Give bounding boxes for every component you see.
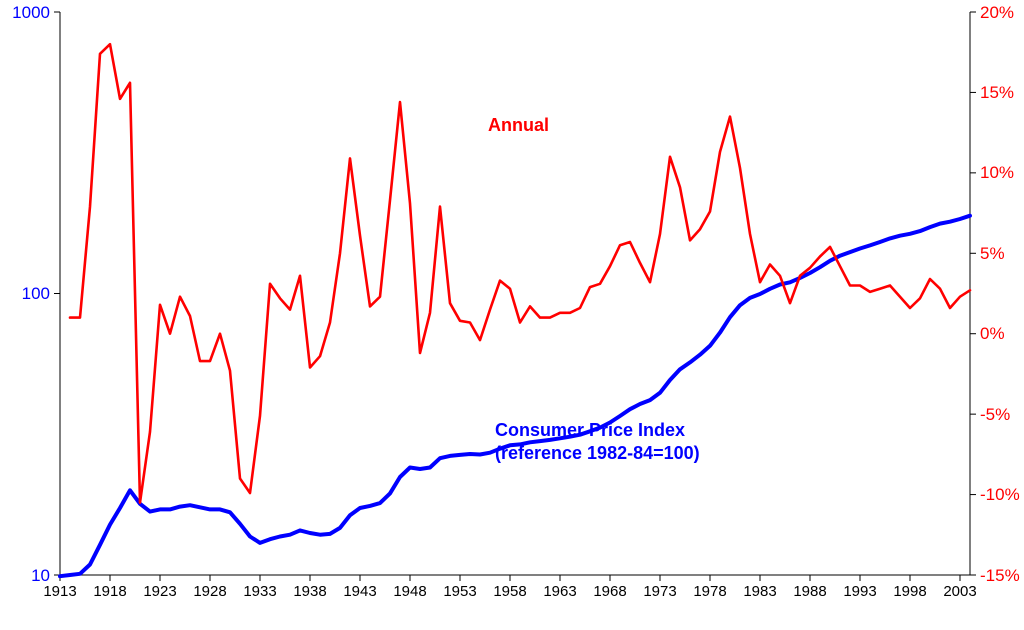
x-tick-label: 1983 bbox=[743, 583, 776, 600]
x-tick-label: 1948 bbox=[393, 583, 426, 600]
y-right-tick-label: 15% bbox=[980, 83, 1014, 103]
y-right-tick-label: -5% bbox=[980, 405, 1010, 425]
cpi-series-label-line2: (reference 1982-84=100) bbox=[495, 443, 700, 464]
y-right-tick-label: 20% bbox=[980, 3, 1014, 23]
x-tick-label: 1973 bbox=[643, 583, 676, 600]
x-tick-label: 1988 bbox=[793, 583, 826, 600]
x-tick-label: 1968 bbox=[593, 583, 626, 600]
x-tick-label: 1918 bbox=[93, 583, 126, 600]
x-tick-label: 1913 bbox=[43, 583, 76, 600]
chart-svg bbox=[0, 0, 1024, 630]
x-tick-label: 1958 bbox=[493, 583, 526, 600]
y-left-tick-label: 10 bbox=[31, 566, 50, 586]
x-tick-label: 1933 bbox=[243, 583, 276, 600]
x-tick-label: 1953 bbox=[443, 583, 476, 600]
y-right-tick-label: -10% bbox=[980, 485, 1020, 505]
cpi-annual-chart: Annual Consumer Price Index (reference 1… bbox=[0, 0, 1024, 630]
x-tick-label: 1938 bbox=[293, 583, 326, 600]
x-tick-label: 1993 bbox=[843, 583, 876, 600]
x-tick-label: 1943 bbox=[343, 583, 376, 600]
y-right-tick-label: 10% bbox=[980, 163, 1014, 183]
y-left-tick-label: 1000 bbox=[12, 3, 50, 23]
x-tick-label: 1923 bbox=[143, 583, 176, 600]
y-right-tick-label: 5% bbox=[980, 244, 1005, 264]
cpi-series-label-line1: Consumer Price Index bbox=[495, 420, 685, 441]
x-tick-label: 1928 bbox=[193, 583, 226, 600]
x-tick-label: 1963 bbox=[543, 583, 576, 600]
x-tick-label: 1978 bbox=[693, 583, 726, 600]
y-left-tick-label: 100 bbox=[22, 284, 50, 304]
y-right-tick-label: 0% bbox=[980, 324, 1005, 344]
cpi-line bbox=[60, 216, 970, 577]
y-right-tick-label: -15% bbox=[980, 566, 1020, 586]
x-tick-label: 2003 bbox=[943, 583, 976, 600]
x-tick-label: 1998 bbox=[893, 583, 926, 600]
annual-series-label: Annual bbox=[488, 115, 549, 136]
